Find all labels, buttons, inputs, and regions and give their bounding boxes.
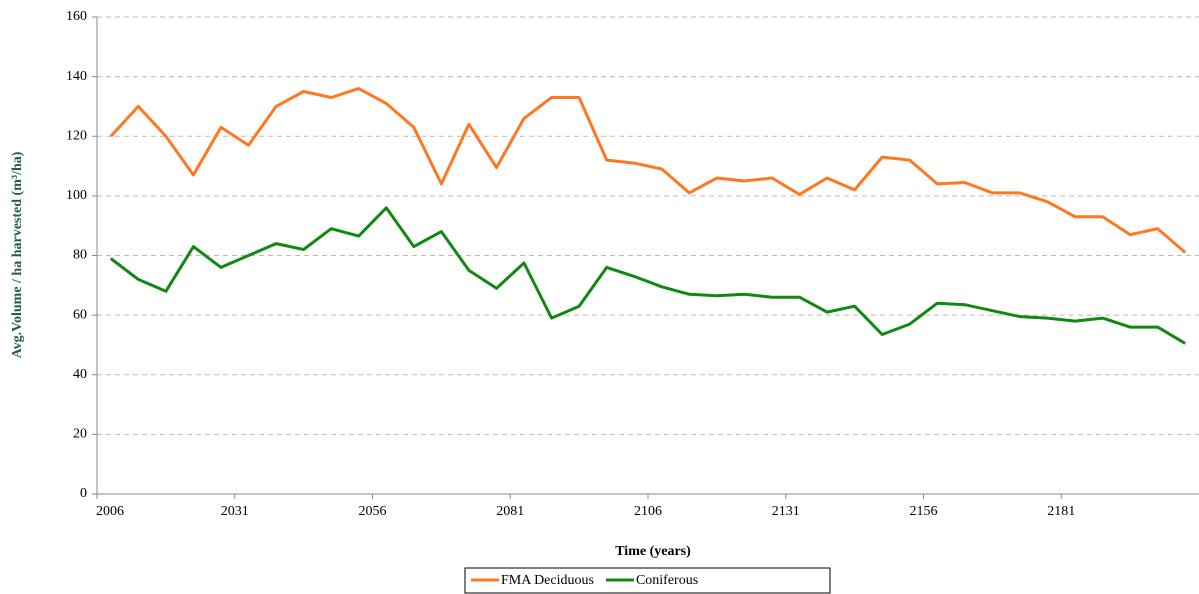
x-tick-label: 2131 [772,504,800,519]
y-tick-label: 140 [66,69,87,84]
legend-label: FMA Deciduous [501,573,594,588]
x-tick-label: 2056 [359,504,387,519]
x-axis-label: Time (years) [615,544,691,559]
y-tick-label: 20 [73,427,87,442]
y-tick-label: 0 [80,486,87,501]
x-tick-label: 2106 [634,504,662,519]
y-tick-label: 120 [66,128,87,143]
y-tick-label: 80 [73,248,87,263]
y-tick-label: 40 [73,367,87,382]
series-line [109,87,1187,254]
legend-box [464,567,831,594]
y-tick-label: 160 [66,9,87,24]
series-line [109,206,1186,345]
x-tick-label: 2031 [221,504,249,519]
y-axis-label: Avg.Volume / ha harvested (m³/ha) [10,151,25,358]
y-tick-label: 60 [73,307,87,322]
x-tick-label: 2181 [1047,504,1075,519]
legend-label: Coniferous [636,573,698,588]
x-tick-label: 2156 [910,504,938,519]
x-tick-label: 2006 [96,504,124,519]
x-tick-label: 2081 [496,504,524,519]
y-tick-label: 100 [66,188,87,203]
